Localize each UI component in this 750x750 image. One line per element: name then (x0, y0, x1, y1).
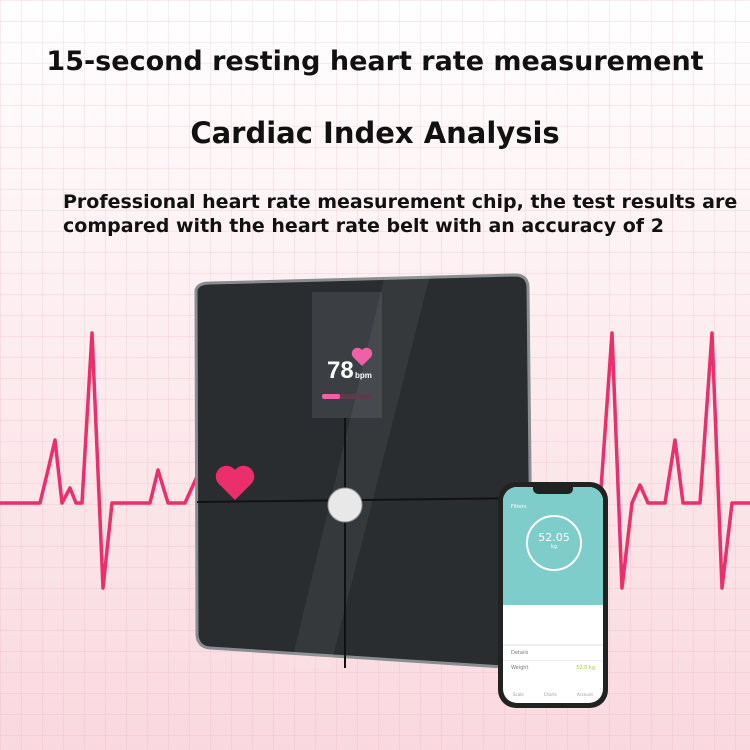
scale-center-button (327, 487, 363, 523)
heart-rate-bar (322, 394, 340, 399)
ecg-line-left (0, 331, 222, 590)
title: Cardiac Index Analysis (190, 116, 560, 150)
description: Professional heart rate measurement chip… (63, 191, 738, 237)
headline: 15-second resting heart rate measurement (46, 46, 704, 77)
bpm-value: 78 (327, 357, 354, 384)
phone: Fitters 52.05 kg Details Weight 52.0 kg … (498, 482, 608, 708)
ecg-line-right (598, 331, 750, 590)
phone-screen: Fitters 52.05 kg Details Weight 52.0 kg … (503, 487, 603, 703)
weight-ring: 52.05 kg (526, 515, 582, 571)
heart-icon (215, 465, 255, 500)
nav-scale[interactable]: Scale (513, 692, 524, 697)
weight-value: 52.05 (538, 531, 570, 544)
display-heart-icon (351, 347, 373, 366)
bpm-unit: bpm (355, 371, 372, 380)
weight-unit: kg (550, 544, 558, 550)
weight-row[interactable]: Weight 52.0 kg (503, 660, 603, 675)
details-row[interactable]: Details (503, 645, 603, 660)
nav-charts[interactable]: Charts (543, 692, 557, 697)
nav-account[interactable]: Account (576, 692, 593, 697)
user-name: Fitters (511, 504, 527, 510)
